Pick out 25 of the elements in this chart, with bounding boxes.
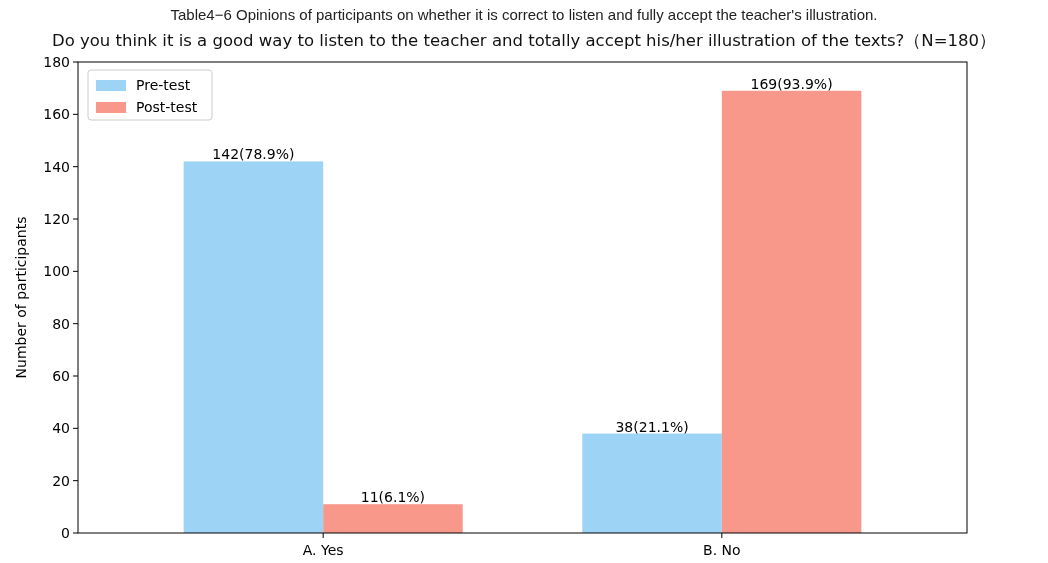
chart-title: Table4−6 Opinions of participants on whether it is correct to listen and fully accept the teacher's illustration. [170, 6, 878, 23]
bar [183, 161, 324, 533]
y-tick-label: 20 [52, 472, 70, 489]
bar [582, 433, 722, 533]
y-tick-label: 100 [43, 263, 70, 280]
data-label: 169(93.9%) [750, 75, 833, 92]
y-tick-label: 160 [43, 106, 70, 123]
legend-label: Pre-test [136, 77, 191, 93]
y-tick-label: 60 [52, 367, 70, 384]
data-label: 38(21.1%) [615, 418, 689, 435]
y-tick-label: 40 [52, 420, 70, 437]
y-tick-label: 180 [43, 53, 70, 70]
y-tick-label: 80 [52, 315, 70, 332]
y-tick-label: 120 [43, 210, 70, 227]
y-tick-label: 140 [43, 158, 70, 175]
x-tick-label: B. No [703, 542, 741, 558]
y-axis-title: Number of participants [13, 216, 29, 379]
chart-subtitle: Do you think it is a good way to listen to the teacher and totally accept his/her illustration of the texts?（N=180） [51, 31, 997, 50]
bar [721, 90, 862, 533]
legend-label: Post-test [136, 99, 198, 115]
y-tick-label: 0 [61, 524, 70, 541]
bar [323, 504, 463, 533]
x-tick-label: A. Yes [302, 542, 344, 558]
data-label: 142(78.9%) [212, 146, 295, 163]
data-label: 11(6.1%) [360, 489, 426, 506]
